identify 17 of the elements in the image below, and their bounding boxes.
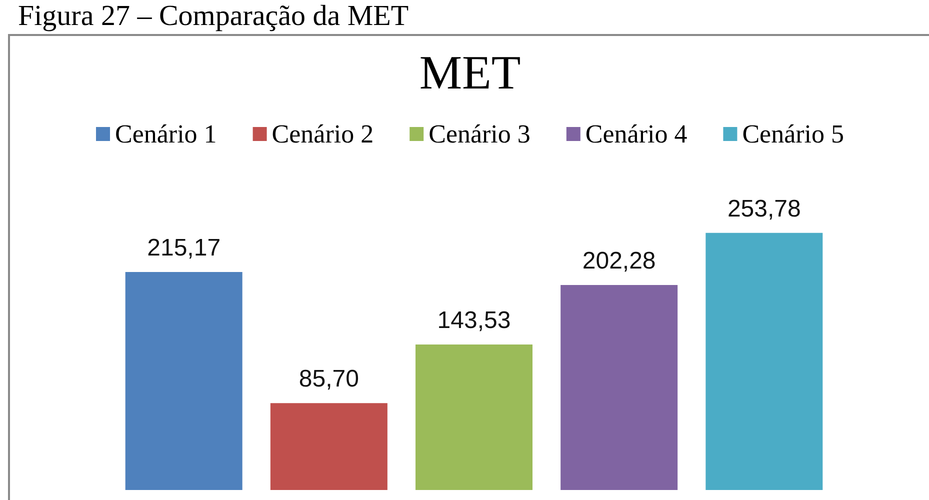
data-label: 215,17 [147,234,221,262]
legend-label: Cenário 5 [742,120,844,148]
data-label: 202,28 [582,248,656,275]
bar [706,232,823,490]
bar [270,403,388,490]
chart-title: MET [419,46,521,100]
data-label: 143,53 [437,307,511,334]
data-label: 85,70 [298,366,359,393]
legend-label: Cenário 3 [428,120,530,148]
legend-label: Cenário 4 [585,120,688,148]
legend-label: Cenário 1 [114,120,217,148]
bar [416,344,532,490]
data-label: 253,78 [727,195,801,222]
bar [560,285,678,490]
legend-label: Cenário 2 [272,120,374,148]
text: Figura 27 – Comparação da MET [18,0,409,32]
bar [125,272,242,490]
